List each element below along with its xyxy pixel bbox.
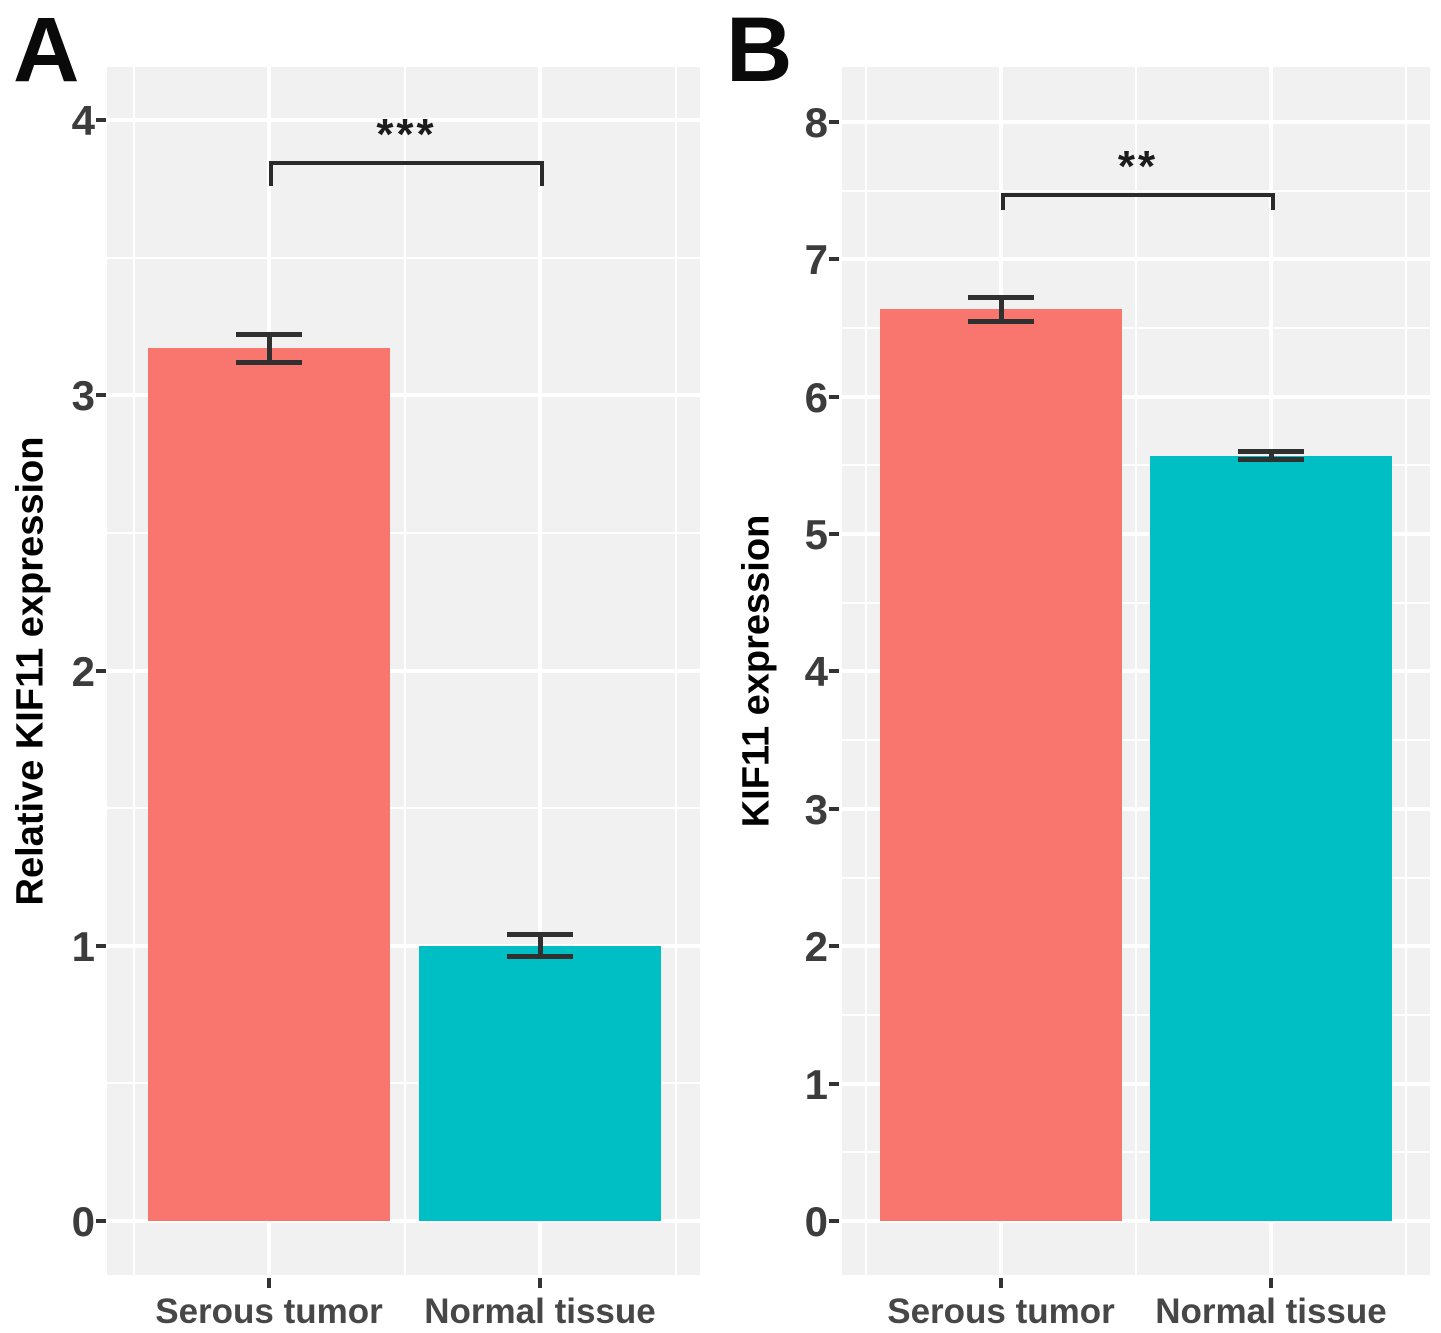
y-tick-label: 2 bbox=[71, 647, 95, 695]
x-axis-tick bbox=[267, 1278, 271, 1288]
error-bar-cap-top bbox=[236, 332, 302, 338]
minor-gridline-vertical bbox=[403, 67, 406, 1275]
bar-serous-tumor-panel-b bbox=[880, 308, 1122, 1221]
significance-bracket-tick bbox=[540, 161, 544, 187]
significance-stars-panel-a: *** bbox=[376, 110, 437, 160]
x-axis-tick bbox=[999, 1278, 1003, 1288]
y-tick-label: 4 bbox=[71, 97, 95, 144]
y-axis-tick bbox=[96, 943, 106, 948]
y-tick-label: 3 bbox=[71, 372, 95, 420]
y-axis-tick bbox=[96, 393, 106, 398]
bar-normal-tissue-panel-b bbox=[1150, 455, 1392, 1221]
y-axis-tick bbox=[96, 118, 106, 122]
panel-b-label: B bbox=[726, 0, 793, 101]
y-axis-tick bbox=[829, 669, 839, 674]
y-axis-tick bbox=[829, 532, 839, 536]
significance-bracket-horizontal bbox=[1001, 193, 1275, 198]
y-tick-label: 0 bbox=[71, 1198, 95, 1245]
error-bar-cap-bottom bbox=[1238, 457, 1304, 463]
error-bar-vertical bbox=[1268, 451, 1274, 460]
major-gridline-vertical bbox=[538, 67, 542, 1275]
y-tick-label: 6 bbox=[804, 373, 828, 421]
y-tick-label: 5 bbox=[804, 511, 828, 558]
error-bar-cap-bottom bbox=[236, 359, 302, 365]
y-axis-tick bbox=[829, 944, 839, 949]
x-tick-label-normal-tissue: Normal tissue bbox=[424, 1292, 656, 1331]
error-bar-cap-top bbox=[507, 932, 573, 938]
error-bar-cap-bottom bbox=[968, 318, 1034, 324]
y-axis-tick bbox=[829, 1081, 839, 1086]
x-axis-tick bbox=[538, 1278, 542, 1288]
significance-bracket-horizontal bbox=[269, 161, 544, 166]
minor-gridline-vertical bbox=[1405, 67, 1407, 1275]
y-tick-label: 7 bbox=[804, 236, 828, 284]
y-tick-label: 1 bbox=[804, 1060, 828, 1108]
y-tick-label: 8 bbox=[804, 98, 828, 146]
error-bar-vertical bbox=[266, 334, 272, 363]
y-axis-tick bbox=[829, 394, 839, 399]
x-tick-label-normal-tissue: Normal tissue bbox=[1155, 1292, 1387, 1331]
x-tick-label-serous-tumor: Serous tumor bbox=[887, 1292, 1115, 1331]
error-bar-vertical bbox=[537, 934, 543, 957]
y-axis-tick bbox=[96, 668, 106, 673]
minor-gridline-vertical bbox=[674, 67, 677, 1275]
error-bar-cap-top bbox=[1238, 449, 1304, 455]
y-axis-tick bbox=[829, 1219, 839, 1223]
minor-gridline-vertical bbox=[132, 67, 135, 1275]
bar-serous-tumor-panel-a bbox=[148, 348, 390, 1221]
y-axis-tick bbox=[829, 806, 839, 811]
y-tick-label: 3 bbox=[804, 785, 828, 833]
y-axis-tick bbox=[829, 257, 839, 262]
y-axis-tick bbox=[829, 119, 839, 124]
error-bar-cap-bottom bbox=[507, 954, 573, 960]
x-tick-label-serous-tumor: Serous tumor bbox=[155, 1292, 383, 1331]
y-tick-label: 4 bbox=[804, 648, 828, 696]
bar-normal-tissue-panel-a bbox=[419, 945, 661, 1221]
y-tick-label: 0 bbox=[804, 1198, 828, 1245]
x-axis-tick bbox=[1269, 1278, 1273, 1288]
significance-bracket-tick bbox=[269, 161, 273, 187]
error-bar-cap-top bbox=[968, 295, 1034, 301]
y-tick-label: 2 bbox=[804, 923, 828, 971]
significance-stars-panel-b: ** bbox=[1117, 142, 1159, 192]
minor-gridline-vertical bbox=[865, 67, 867, 1275]
y-tick-label: 1 bbox=[71, 922, 95, 970]
y-axis-tick bbox=[96, 1219, 106, 1223]
significance-bracket-tick bbox=[1001, 193, 1005, 210]
significance-bracket-tick bbox=[1271, 193, 1275, 210]
error-bar-vertical bbox=[998, 297, 1004, 322]
panel-a-label: A bbox=[13, 0, 80, 101]
minor-gridline-vertical bbox=[1135, 67, 1137, 1275]
